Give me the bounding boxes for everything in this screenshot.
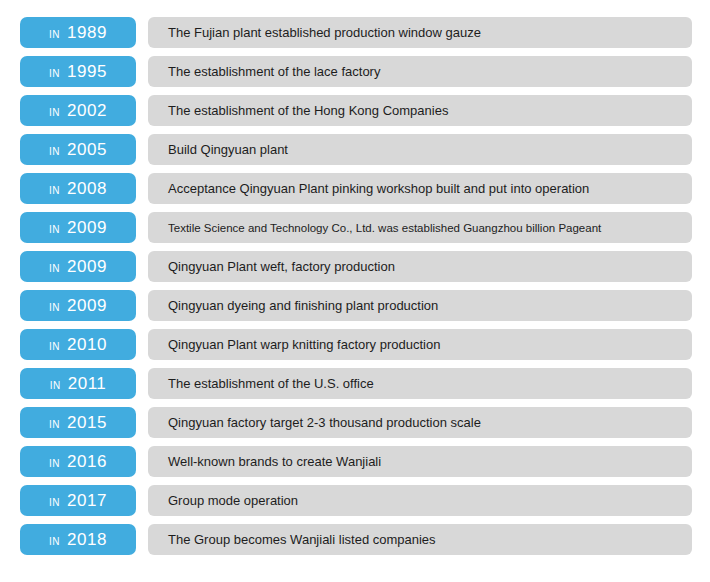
description-text: Qingyuan Plant weft, factory production: [168, 259, 395, 274]
description-bar: Group mode operation: [148, 485, 692, 516]
year-badge: IN 2018: [20, 524, 136, 555]
timeline-row: IN 2009 Qingyuan dyeing and finishing pla…: [20, 290, 692, 321]
year-badge: IN 2011: [20, 368, 136, 399]
badge-year: 2002: [67, 101, 107, 121]
year-badge: IN 1989: [20, 17, 136, 48]
year-badge: IN 2009: [20, 290, 136, 321]
description-text: Textile Science and Technology Co., Ltd.…: [168, 222, 601, 234]
badge-year: 2009: [67, 257, 107, 277]
description-bar: Qingyuan dyeing and finishing plant prod…: [148, 290, 692, 321]
timeline-row: IN 2018 The Group becomes Wanjiali listed…: [20, 524, 692, 555]
timeline-row: IN 2008 Acceptance Qingyuan Plant pinking…: [20, 173, 692, 204]
year-badge: IN 2005: [20, 134, 136, 165]
badge-prefix: IN: [49, 68, 60, 79]
description-bar: The establishment of the lace factory: [148, 56, 692, 87]
badge-prefix: IN: [49, 185, 60, 196]
badge-prefix: IN: [49, 263, 60, 274]
description-text: Group mode operation: [168, 493, 298, 508]
timeline-row: IN 1989 The Fujian plant established prod…: [20, 17, 692, 48]
description-text: Acceptance Qingyuan Plant pinking worksh…: [168, 181, 589, 196]
timeline-row: IN 2010 Qingyuan Plant warp knitting fact…: [20, 329, 692, 360]
badge-year: 2016: [67, 452, 107, 472]
timeline-row: IN 1995 The establishment of the lace fac…: [20, 56, 692, 87]
badge-prefix: IN: [49, 302, 60, 313]
description-text: Qingyuan dyeing and finishing plant prod…: [168, 298, 438, 313]
description-text: The Fujian plant established production …: [168, 25, 481, 40]
description-text: The establishment of the lace factory: [168, 64, 380, 79]
description-bar: The establishment of the Hong Kong Compa…: [148, 95, 692, 126]
year-badge: IN 2008: [20, 173, 136, 204]
badge-year: 2011: [68, 374, 107, 394]
timeline-row: IN 2005 Build Qingyuan plant: [20, 134, 692, 165]
description-text: Qingyuan factory target 2-3 thousand pro…: [168, 415, 481, 430]
badge-prefix: IN: [49, 107, 60, 118]
timeline-row: IN 2017 Group mode operation: [20, 485, 692, 516]
badge-year: 2009: [67, 218, 107, 238]
description-bar: Qingyuan factory target 2-3 thousand pro…: [148, 407, 692, 438]
badge-prefix: IN: [49, 536, 60, 547]
year-badge: IN 2009: [20, 251, 136, 282]
description-bar: Well-known brands to create Wanjiali: [148, 446, 692, 477]
year-badge: IN 2016: [20, 446, 136, 477]
timeline-row: IN 2016 Well-known brands to create Wanji…: [20, 446, 692, 477]
description-text: Build Qingyuan plant: [168, 142, 288, 157]
badge-year: 2015: [67, 413, 107, 433]
year-badge: IN 2010: [20, 329, 136, 360]
description-bar: Qingyuan Plant warp knitting factory pro…: [148, 329, 692, 360]
year-badge: IN 2015: [20, 407, 136, 438]
badge-prefix: IN: [49, 224, 60, 235]
badge-prefix: IN: [49, 146, 60, 157]
description-bar: Qingyuan Plant weft, factory production: [148, 251, 692, 282]
timeline-row: IN 2015 Qingyuan factory target 2-3 thous…: [20, 407, 692, 438]
badge-year: 2008: [67, 179, 107, 199]
badge-prefix: IN: [49, 497, 60, 508]
description-text: Well-known brands to create Wanjiali: [168, 454, 381, 469]
year-badge: IN 2002: [20, 95, 136, 126]
badge-prefix: IN: [49, 29, 60, 40]
year-badge: IN 1995: [20, 56, 136, 87]
badge-prefix: IN: [49, 458, 60, 469]
badge-year: 2017: [67, 491, 107, 511]
badge-year: 2018: [67, 530, 107, 550]
timeline-row: IN 2002 The establishment of the Hong Kon…: [20, 95, 692, 126]
description-bar: The Group becomes Wanjiali listed compan…: [148, 524, 692, 555]
badge-prefix: IN: [50, 380, 61, 391]
timeline-row: IN 2009 Qingyuan Plant weft, factory prod…: [20, 251, 692, 282]
badge-year: 2010: [67, 335, 107, 355]
badge-year: 2009: [67, 296, 107, 316]
timeline-row: IN 2011 The establishment of the U.S. off…: [20, 368, 692, 399]
description-text: The establishment of the Hong Kong Compa…: [168, 103, 448, 118]
badge-year: 1995: [67, 62, 107, 82]
badge-prefix: IN: [49, 341, 60, 352]
year-badge: IN 2017: [20, 485, 136, 516]
description-bar: Textile Science and Technology Co., Ltd.…: [148, 212, 692, 243]
description-bar: The Fujian plant established production …: [148, 17, 692, 48]
badge-year: 1989: [67, 23, 107, 43]
year-badge: IN 2009: [20, 212, 136, 243]
badge-prefix: IN: [49, 419, 60, 430]
description-bar: The establishment of the U.S. office: [148, 368, 692, 399]
timeline-row: IN 2009 Textile Science and Technology Co…: [20, 212, 692, 243]
description-text: The establishment of the U.S. office: [168, 376, 374, 391]
description-text: The Group becomes Wanjiali listed compan…: [168, 532, 436, 547]
badge-year: 2005: [67, 140, 107, 160]
description-bar: Build Qingyuan plant: [148, 134, 692, 165]
description-bar: Acceptance Qingyuan Plant pinking worksh…: [148, 173, 692, 204]
company-history-timeline: IN 1989 The Fujian plant established prod…: [0, 0, 710, 555]
description-text: Qingyuan Plant warp knitting factory pro…: [168, 337, 440, 352]
